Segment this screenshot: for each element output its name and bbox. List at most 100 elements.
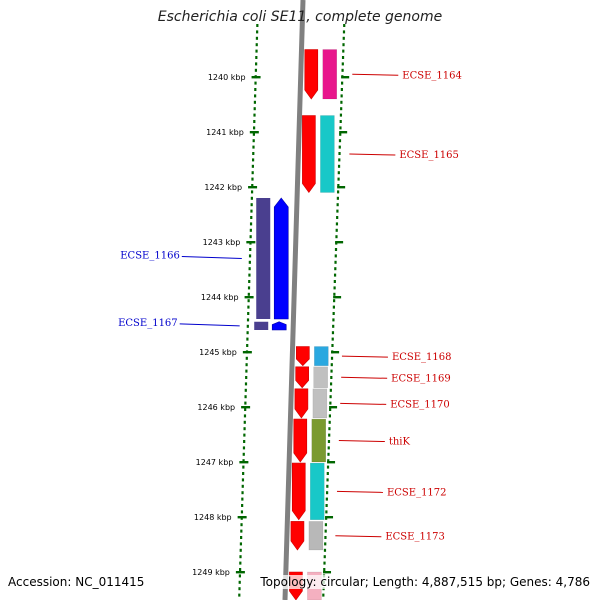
minor-tick-right [340,107,343,111]
minor-tick-right [333,273,337,277]
minor-tick-left [253,113,256,117]
minor-tick-left [238,593,241,597]
minor-tick-left [241,497,244,501]
minor-tick-left [247,292,250,296]
minor-tick-left [242,465,245,469]
minor-tick-right [335,235,338,239]
minor-tick-right [336,216,339,219]
gene-arrow-forward [304,49,319,100]
gene-arrow-forward [294,388,309,419]
minor-tick-right [334,260,337,264]
major-tick-right [339,131,348,134]
minor-tick-right [339,113,343,117]
minor-tick-left [238,587,241,591]
minor-tick-left [255,62,258,66]
major-tick-left [251,76,261,79]
kbp-tick-label: 1247 kbp [196,458,234,467]
gene-label-leader [352,73,399,76]
gene-arrow-reverse [271,321,287,331]
gene-arrow-reverse [273,197,289,320]
minor-tick-left [241,504,244,507]
gene-label: ECSE_1170 [390,399,450,410]
minor-tick-right [323,548,327,552]
minor-tick-left [246,344,249,347]
major-tick-right [325,516,334,519]
minor-tick-right [327,452,330,456]
minor-tick-left [250,190,254,194]
major-tick-right [333,296,342,299]
minor-tick-left [244,395,247,399]
minor-tick-right [323,561,326,565]
kbp-tick-label: 1245 kbp [199,348,237,357]
minor-tick-left [240,510,244,514]
minor-tick-right [330,369,333,373]
minor-tick-right [341,81,344,85]
gene-label-leader [340,402,387,405]
gene-label-leader [341,355,388,358]
minor-tick-right [326,472,329,475]
gene-cog-bar [310,462,325,521]
minor-tick-left [247,305,250,309]
gene-cog-bar [308,521,324,551]
minor-tick-left [244,382,248,386]
minor-tick-left [238,574,242,578]
tick-ring-left [235,24,261,603]
minor-tick-left [254,68,258,72]
minor-tick-right [326,478,329,482]
minor-tick-left [246,318,250,322]
minor-tick-left [254,81,257,85]
minor-tick-right [331,331,335,335]
minor-tick-right [328,427,331,431]
minor-tick-right [330,356,334,360]
gene-cog-bar [311,418,327,463]
minor-tick-right [339,132,342,136]
minor-tick-left [239,542,243,546]
minor-tick-left [255,36,259,40]
minor-tick-right [333,299,336,303]
minor-tick-left [245,369,248,373]
minor-tick-left [239,568,242,571]
gene-label-layer: ECSE_1164 ECSE_1165 ECSE_1166 ECSE_1167 ECSE… [118,70,462,542]
minor-tick-left [252,152,255,155]
gene-arrow-forward [296,346,310,367]
minor-tick-left [243,440,246,443]
gene-cog-bar [314,346,329,366]
minor-tick-left [250,216,253,219]
minor-tick-right [328,420,331,424]
minor-tick-left [239,555,242,559]
gene-label: ECSE_1164 [402,70,462,81]
kbp-tick-label: 1248 kbp [194,513,232,522]
minor-tick-left [243,420,246,424]
minor-tick-right [329,395,332,399]
minor-tick-left [242,452,245,456]
minor-tick-left [246,324,249,328]
minor-tick-right [327,459,330,463]
minor-tick-right [329,382,333,386]
major-tick-left [235,571,245,574]
minor-tick-right [341,62,344,66]
minor-tick-right [339,120,342,123]
minor-tick-right [343,24,346,27]
major-tick-left [248,186,258,189]
gene-label-leader [349,153,396,156]
minor-tick-left [240,536,243,539]
minor-tick-left [254,88,257,91]
minor-tick-right [339,126,342,130]
minor-tick-left [248,267,251,271]
minor-tick-left [255,43,258,47]
minor-tick-right [341,68,344,72]
minor-tick-left [243,433,246,437]
minor-tick-right [342,43,345,47]
minor-tick-left [251,164,254,168]
minor-tick-right [333,280,336,283]
minor-tick-left [251,171,254,175]
minor-tick-right [334,248,338,251]
minor-tick-left [248,260,251,264]
major-tick-left [242,351,252,354]
minor-tick-left [252,145,255,149]
gene-cog-bar [322,49,338,100]
minor-tick-right [338,158,341,162]
minor-tick-right [342,49,345,53]
minor-tick-right [324,542,327,546]
